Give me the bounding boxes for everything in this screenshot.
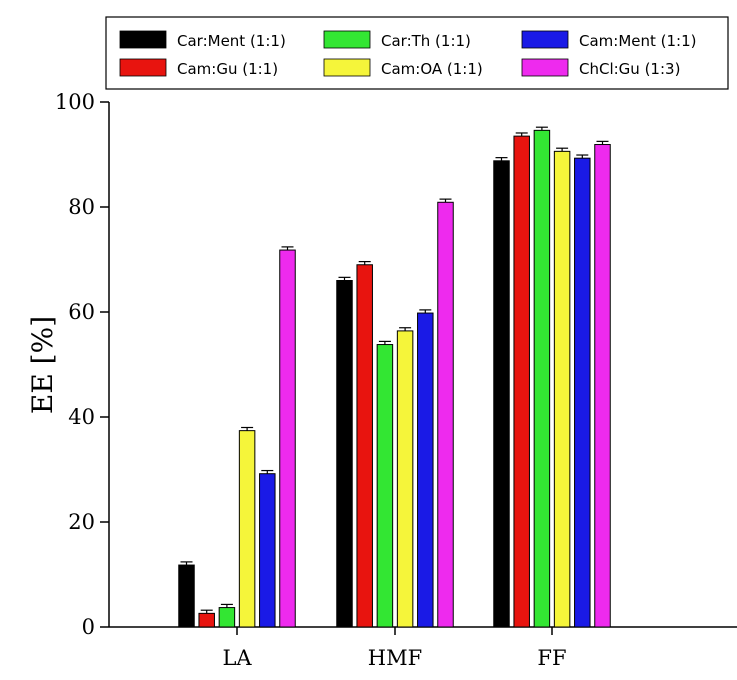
bar [437,201,454,628]
legend-swatch [521,30,569,49]
legend-swatch [323,30,371,49]
legend-label: Car:Ment (1:1) [177,32,286,50]
bar [553,150,571,628]
legend-swatch [119,58,167,77]
bar [417,312,434,628]
legend-box [105,16,729,90]
x-category-label: FF [537,646,566,670]
bar [198,612,215,628]
y-tick-label: 0 [82,615,95,639]
bar [178,564,195,628]
bar [218,607,236,628]
bar [376,344,394,628]
legend-label: Car:Th (1:1) [381,32,471,50]
x-category-label: HMF [368,646,422,670]
y-axis-ticks: 0 20 40 60 80 100 [55,90,109,639]
bar [356,264,373,628]
bar [336,280,353,628]
bar [594,144,611,628]
legend: Car:Ment (1:1) Cam:Gu (1:1) Car:Th (1:1) Ca… [105,16,729,90]
legend-label: Cam:Gu (1:1) [177,60,278,78]
legend-swatch [119,30,167,49]
bar [493,160,510,628]
legend-label: Cam:Ment (1:1) [579,32,697,50]
bar [259,473,276,628]
legend-label: Cam:OA (1:1) [381,60,483,78]
bar [279,249,296,628]
legend-swatch [323,58,371,77]
y-axis-label: EE [%] [26,316,59,414]
y-tick-label: 60 [68,300,95,324]
bar [533,129,551,628]
x-axis-categories: LA HMF FF [222,627,567,670]
bar [396,330,414,628]
bar [513,135,530,628]
bar [238,430,256,628]
y-tick-label: 20 [68,510,95,534]
x-category-label: LA [222,646,252,670]
legend-label: ChCl:Gu (1:3) [579,60,680,78]
y-tick-label: 100 [55,90,95,114]
legend-swatch [521,58,569,77]
y-tick-label: 80 [68,195,95,219]
bar-series [178,126,611,628]
bar [574,157,591,628]
y-tick-label: 40 [68,405,95,429]
